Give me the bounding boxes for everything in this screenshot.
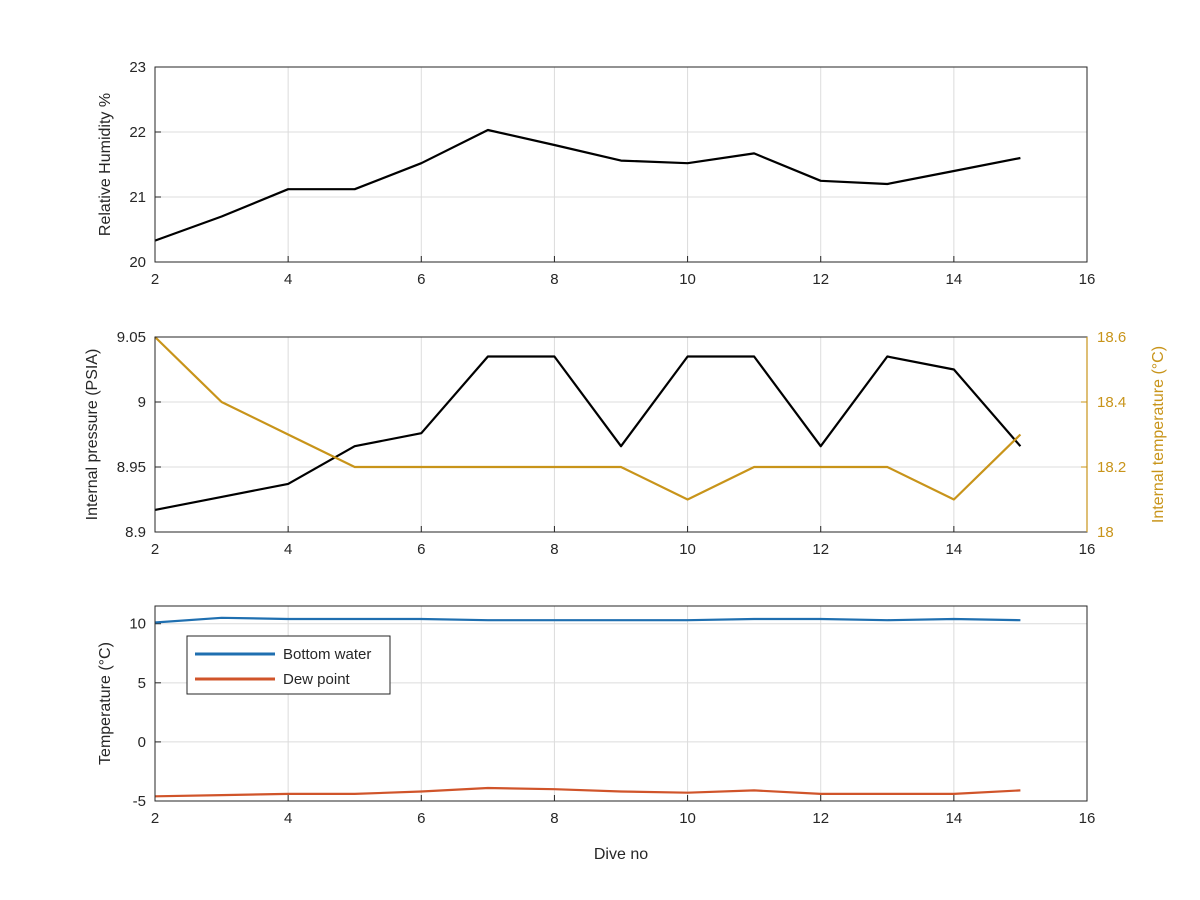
y-right-tick-label: 18.4 (1097, 394, 1126, 411)
y-axis-label: Relative Humidity % (97, 93, 114, 236)
x-tick-label: 4 (284, 810, 292, 827)
temperature-panel: 2 4 6 8 10 12 14 16 -5 0 5 10 Temperature (°C) Dive n… (97, 605, 1096, 863)
x-tick-label: 14 (946, 810, 963, 827)
x-tick-label: 8 (550, 541, 558, 558)
y-right-tick-label: 18.2 (1097, 459, 1126, 476)
y-tick-label: 20 (129, 254, 146, 271)
legend-label: Dew point (283, 671, 351, 688)
x-tick-label: 6 (417, 541, 425, 558)
y-right-tick-label: 18 (1097, 524, 1114, 541)
legend: Bottom water Dew point (186, 635, 391, 695)
x-tick-label: 2 (151, 810, 159, 827)
y-tick-label: 8.95 (117, 459, 146, 476)
series-line (154, 336, 1022, 501)
axes-box (154, 605, 1088, 802)
legend-label: Bottom water (283, 646, 371, 663)
y-tick-label: 0 (138, 734, 146, 751)
x-tick-label: 14 (946, 271, 963, 288)
plot-area (155, 337, 1087, 532)
x-tick-label: 6 (417, 271, 425, 288)
axes-box (154, 66, 1088, 263)
y-tick-label: 5 (138, 675, 146, 692)
plot-area (155, 606, 1087, 801)
x-tick-label: 12 (812, 271, 829, 288)
y-right-tick-label: 18.6 (1097, 329, 1126, 346)
humidity-panel: 2 4 6 8 10 12 14 16 20 21 22 23 Relative Humidity % (97, 59, 1095, 288)
y-tick-label: 9 (138, 394, 146, 411)
x-tick-label: 2 (151, 271, 159, 288)
x-tick-label: 2 (151, 541, 159, 558)
y-tick-label: 23 (129, 59, 146, 76)
x-tick-label: 12 (812, 810, 829, 827)
series-line (154, 128, 1021, 242)
y-tick-label: 8.9 (125, 524, 146, 541)
series-line-dew-point (154, 786, 1021, 798)
x-tick-label: 16 (1079, 810, 1096, 827)
x-tick-label: 10 (679, 271, 696, 288)
x-tick-label: 4 (284, 541, 292, 558)
x-tick-label: 16 (1079, 271, 1096, 288)
x-tick-label: 8 (550, 271, 558, 288)
x-tick-label: 10 (679, 541, 696, 558)
y-tick-label: -5 (133, 793, 146, 810)
x-tick-label: 8 (550, 810, 558, 827)
y-tick-label: 9.05 (117, 329, 146, 346)
y-right-axis-label: Internal temperature (°C) (1150, 346, 1167, 523)
series-line (154, 355, 1022, 511)
y-axis-label: Temperature (°C) (97, 642, 114, 765)
x-tick-label: 16 (1079, 541, 1096, 558)
y-tick-label: 10 (129, 616, 146, 633)
plot-area (155, 67, 1087, 262)
x-axis-label: Dive no (594, 846, 648, 863)
x-tick-label: 12 (812, 541, 829, 558)
x-tick-label: 10 (679, 810, 696, 827)
y-tick-label: 21 (129, 189, 146, 206)
x-tick-label: 14 (946, 541, 963, 558)
legend-box (186, 635, 391, 695)
series-line-bottom-water (154, 616, 1021, 624)
y-axis-label: Internal pressure (PSIA) (84, 349, 101, 521)
x-tick-label: 6 (417, 810, 425, 827)
x-tick-label: 4 (284, 271, 292, 288)
y-tick-label: 22 (129, 124, 146, 141)
pressure-temperature-panel: 2 4 6 8 10 12 14 16 8.9 8.95 9 9.05 18 18.2 18.4 18.6 In… (84, 329, 1167, 558)
